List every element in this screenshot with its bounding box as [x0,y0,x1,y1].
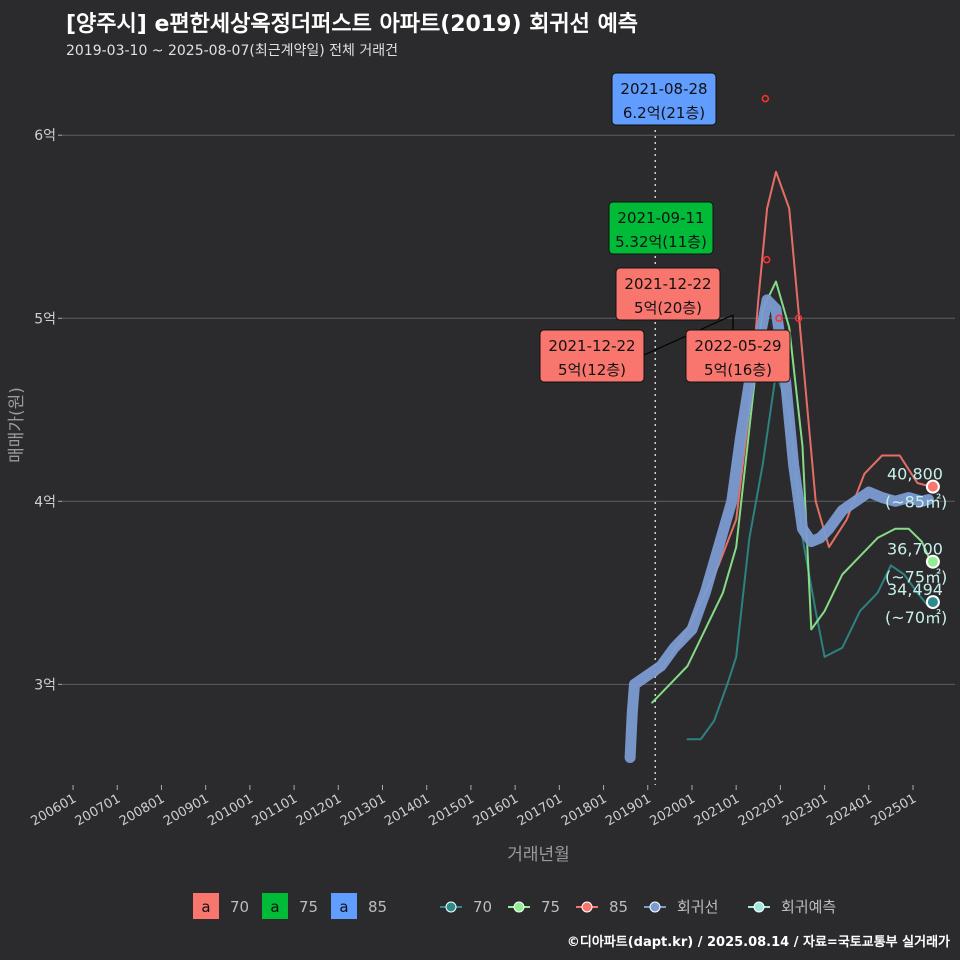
annotation-point [775,314,783,323]
legend-line-label: 회귀예측 [781,898,836,916]
y-tick-label: 5억 [34,311,56,327]
x-tick-label: 202201 [736,791,786,829]
forecast-area-label: (~70㎡) [885,608,947,627]
annotation-box [611,72,717,126]
forecast-value-label: 36,700 [887,540,943,559]
legend-fill-label: 85 [368,898,387,916]
chart-title: [양주시] e편한세상옥정더퍼스트 아파트(2019) 회귀선 예측 [66,12,639,37]
legend-fill-glyph: a [270,898,279,916]
annotation-price: 6.2억(21층) [623,104,705,122]
annotation-box [685,329,791,383]
annotation-box [608,201,714,255]
legend-line-label: 75 [541,898,560,916]
chart-subtitle: 2019-03-10 ~ 2025-08-07(최근계약일) 전체 거래건 [66,43,398,59]
legend-fill-swatch [193,893,219,919]
annotation-date: 2021-12-22 [548,337,635,355]
x-tick-label: 201801 [559,791,609,829]
x-tick-label: 200601 [29,791,79,829]
legend-fill-swatch [331,893,357,919]
annotation-date: 2021-08-28 [620,80,707,98]
forecast-point [925,595,940,610]
annotation-price: 5억(12층) [558,361,626,379]
legend-fill-label: 70 [230,898,249,916]
annotation-box [615,267,721,321]
x-tick-label: 202301 [780,791,830,829]
x-tick-label: 201601 [471,791,521,829]
x-tick-label: 201501 [426,791,476,829]
annotation-price: 5억(16층) [704,361,772,379]
annotation-price: 5억(20층) [634,299,702,317]
annotation-date: 2021-12-22 [624,275,711,293]
x-tick-label: 201701 [515,791,565,829]
x-tick-label: 201101 [250,791,300,829]
annotation-point [762,255,771,264]
x-tick-label: 201401 [382,791,432,829]
x-tick-label: 201301 [338,791,388,829]
legend-line-marker [649,901,661,913]
x-tick-label: 200801 [117,791,167,829]
legend-fill-swatch [262,893,288,919]
forecast-area-label: (~85㎡) [885,493,947,512]
annotation-price: 5.32억(11층) [615,233,707,251]
x-tick-label: 201201 [294,791,344,829]
series-line-회귀선 [624,294,934,763]
y-tick-label: 4억 [34,494,56,510]
legend-line-label: 85 [609,898,628,916]
annotation-date: 2021-09-11 [617,209,704,227]
legend-fill-glyph: a [201,898,210,916]
forecast-point [925,554,940,569]
legend-fill-glyph: a [339,898,348,916]
forecast-area-label: (~75㎡) [885,568,947,587]
forecast-value-label: 34,494 [887,580,943,599]
legend-line-marker [581,901,593,913]
x-axis-label: 거래년월 [507,845,570,865]
annotation-box [539,329,645,383]
x-tick-label: 202401 [824,791,874,829]
legend-line-label: 회귀선 [677,898,718,916]
footer-credit: ©디아파트(dapt.kr) / 2025.08.14 / 자료=국토교통부 실… [566,935,950,950]
x-tick-label: 200701 [73,791,123,829]
x-tick-label: 201901 [603,791,653,829]
forecast-point [925,479,940,494]
legend-line-label: 70 [473,898,492,916]
legend-line-marker [513,901,525,913]
y-tick-label: 6억 [34,128,56,144]
forecast-value-label: 40,800 [887,465,943,484]
legend-fill-label: 75 [299,898,318,916]
annotation-point [761,94,770,103]
x-tick-label: 200901 [161,791,211,829]
y-tick-label: 3억 [34,677,56,693]
series-line-75 [651,280,932,704]
annotation-date: 2022-05-29 [694,337,781,355]
x-tick-label: 201001 [205,791,255,829]
y-axis-label: 매매가(원) [7,387,27,463]
legend-line-marker [753,901,765,913]
x-tick-label: 202501 [869,791,919,829]
annotation-point [794,314,803,323]
x-tick-label: 202101 [692,791,742,829]
x-tick-label: 202001 [647,791,697,829]
legend-line-marker [445,901,457,913]
